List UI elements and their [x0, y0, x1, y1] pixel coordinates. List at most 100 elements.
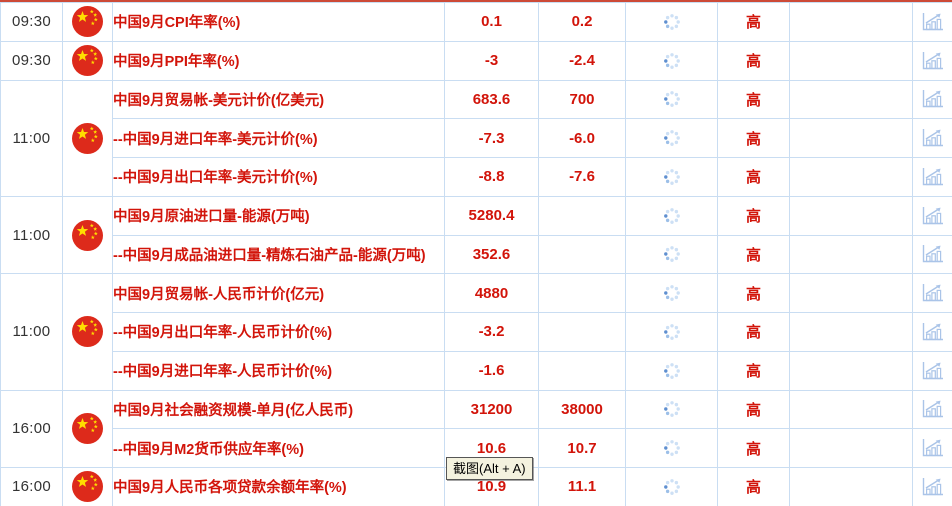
importance-badge: 高: [717, 2, 790, 42]
empty-cell: [789, 79, 913, 120]
event-name: 中国9月PPI年率(%): [112, 40, 445, 81]
event-row: 11:00 中国9月原油进口量-能源(万吨) 5280.4 高: [0, 195, 952, 275]
forecast-value: 38000: [538, 389, 626, 430]
bar-chart-icon[interactable]: [921, 438, 944, 458]
forecast-value: -2.4: [538, 40, 626, 81]
loading-spinner-icon: [663, 362, 681, 379]
flag-cell: [62, 79, 113, 197]
event-row: 11:00 中国9月贸易帐-人民币计价(亿元) 4880 高: [0, 273, 952, 391]
actual-value-pending-cell: [625, 157, 718, 197]
time-cell: 11:00: [0, 273, 63, 391]
time-cell: 09:30: [0, 40, 63, 81]
chart-cell: [912, 428, 952, 468]
event-row: --中国9月进口年率-美元计价(%) -7.3 -6.0 高: [1, 118, 952, 158]
chart-cell: [912, 312, 952, 352]
importance-badge: 高: [717, 312, 790, 352]
event-name: 中国9月社会融资规模-单月(亿人民币): [112, 389, 445, 430]
event-name: 中国9月贸易帐-美元计价(亿美元): [112, 79, 445, 120]
flag-cell: [62, 467, 113, 506]
empty-cell: [789, 312, 913, 352]
forecast-value: [538, 195, 626, 236]
bar-chart-icon[interactable]: [921, 12, 944, 32]
loading-spinner-icon: [663, 13, 681, 30]
previous-value: -3.2: [444, 312, 539, 352]
importance-badge: 高: [717, 350, 790, 391]
time-cell: 11:00: [0, 195, 63, 275]
loading-spinner-icon: [663, 323, 681, 340]
event-name: --中国9月进口年率-美元计价(%): [112, 118, 445, 158]
actual-value-pending-cell: [625, 467, 718, 506]
flag-cell: [62, 389, 113, 468]
previous-value: -3: [444, 40, 539, 81]
empty-cell: [789, 195, 913, 236]
loading-spinner-icon: [663, 52, 681, 69]
time-cell: 16:00: [0, 389, 63, 468]
event-name: 中国9月原油进口量-能源(万吨): [112, 195, 445, 236]
chart-cell: [912, 157, 952, 197]
bar-chart-icon[interactable]: [921, 167, 944, 187]
chart-cell: [912, 40, 952, 81]
forecast-value: 10.7: [538, 428, 626, 468]
importance-badge: 高: [717, 118, 790, 158]
previous-value: 5280.4: [444, 195, 539, 236]
forecast-value: 11.1: [538, 467, 626, 506]
importance-badge: 高: [717, 234, 790, 275]
actual-value-pending-cell: [625, 389, 718, 430]
bar-chart-icon[interactable]: [921, 399, 944, 419]
previous-value: -7.3: [444, 118, 539, 158]
china-flag-icon: [72, 6, 103, 38]
chart-cell: [912, 79, 952, 120]
previous-value: -8.8: [444, 157, 539, 197]
actual-value-pending-cell: [625, 234, 718, 275]
bar-chart-icon[interactable]: [921, 89, 944, 109]
event-row: 09:30 中国9月CPI年率(%) 0.1 0.2 高: [0, 2, 952, 42]
chart-cell: [912, 195, 952, 236]
flag-cell: [62, 195, 113, 275]
chart-cell: [912, 350, 952, 391]
importance-badge: 高: [717, 79, 790, 120]
bar-chart-icon[interactable]: [921, 206, 944, 226]
actual-value-pending-cell: [625, 118, 718, 158]
empty-cell: [789, 234, 913, 275]
forecast-value: [538, 312, 626, 352]
importance-badge: 高: [717, 40, 790, 81]
bar-chart-icon[interactable]: [921, 322, 944, 342]
event-name: --中国9月M2货币供应年率(%): [112, 428, 445, 468]
empty-cell: [789, 157, 913, 197]
importance-badge: 高: [717, 273, 790, 313]
previous-value: -1.6: [444, 350, 539, 391]
actual-value-pending-cell: [625, 273, 718, 313]
empty-cell: [789, 350, 913, 391]
loading-spinner-icon: [663, 90, 681, 108]
time-cell: 11:00: [0, 79, 63, 197]
actual-value-pending-cell: [625, 195, 718, 236]
loading-spinner-icon: [663, 439, 681, 456]
previous-value: 31200: [444, 389, 539, 430]
event-row: --中国9月进口年率-人民币计价(%) -1.6 高: [1, 350, 952, 391]
bar-chart-icon[interactable]: [921, 51, 944, 71]
event-row: --中国9月出口年率-人民币计价(%) -3.2 高: [1, 312, 952, 352]
event-name: --中国9月出口年率-人民币计价(%): [112, 312, 445, 352]
empty-cell: [789, 273, 913, 313]
bar-chart-icon[interactable]: [921, 283, 944, 303]
importance-badge: 高: [717, 467, 790, 506]
loading-spinner-icon: [663, 207, 681, 224]
forecast-value: [538, 273, 626, 313]
chart-cell: [912, 273, 952, 313]
event-row: 09:30 中国9月PPI年率(%) -3 -2.4 高: [0, 40, 952, 81]
bar-chart-icon[interactable]: [921, 128, 944, 148]
bar-chart-icon[interactable]: [921, 244, 944, 264]
loading-spinner-icon: [663, 478, 681, 495]
bar-chart-icon[interactable]: [921, 361, 944, 381]
forecast-value: 0.2: [538, 2, 626, 42]
importance-badge: 高: [717, 428, 790, 468]
loading-spinner-icon: [663, 400, 681, 418]
bar-chart-icon[interactable]: [921, 477, 944, 497]
forecast-value: 700: [538, 79, 626, 120]
previous-value: 683.6: [444, 79, 539, 120]
event-name: 中国9月CPI年率(%): [112, 2, 445, 42]
empty-cell: [789, 428, 913, 468]
